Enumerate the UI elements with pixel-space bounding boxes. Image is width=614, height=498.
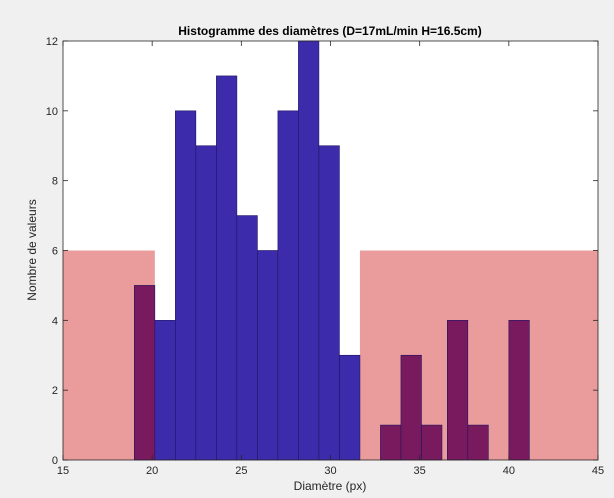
histogram-bar [447, 320, 469, 461]
histogram-bar [380, 424, 402, 461]
y-axis-label: Nombre de valeurs [25, 199, 39, 300]
histogram-bar [175, 110, 197, 461]
x-tick-label: 30 [324, 465, 336, 477]
y-tick-label: 6 [52, 246, 58, 258]
y-tick-label: 2 [52, 385, 58, 397]
histogram-bar [216, 75, 238, 461]
histogram-bar [298, 40, 320, 461]
histogram-bar [467, 424, 489, 461]
histogram-bar [508, 320, 530, 461]
histogram-bar [318, 145, 340, 461]
x-tick-label: 25 [235, 465, 247, 477]
x-tick-label: 15 [57, 465, 69, 477]
x-tick-label: 40 [503, 465, 515, 477]
histogram-bar [339, 354, 361, 461]
histogram-bar [195, 145, 217, 461]
histogram-bar [154, 320, 176, 461]
y-tick-label: 10 [46, 106, 58, 118]
y-tick-label: 0 [52, 455, 58, 467]
histogram-bar [277, 110, 299, 461]
histogram-bar [421, 424, 443, 461]
histogram-bar [400, 354, 422, 461]
x-tick-label: 35 [414, 465, 426, 477]
histogram-bars [134, 40, 530, 461]
chart-title: Histogramme des diamètres (D=17mL/min H=… [178, 24, 481, 38]
y-tick-label: 4 [52, 315, 58, 327]
histogram-bar [134, 285, 156, 461]
x-tick-label: 20 [146, 465, 158, 477]
y-tick-label: 8 [52, 176, 58, 188]
y-tick-label: 12 [46, 36, 58, 48]
histogram-bar [236, 215, 258, 461]
x-axis-label: Diamètre (px) [294, 479, 367, 493]
x-tick-label: 45 [592, 465, 604, 477]
axis-ticks: 15 20 25 30 35 40 45 0 2 4 6 8 10 12 [46, 36, 604, 477]
histogram-bar [257, 250, 279, 461]
